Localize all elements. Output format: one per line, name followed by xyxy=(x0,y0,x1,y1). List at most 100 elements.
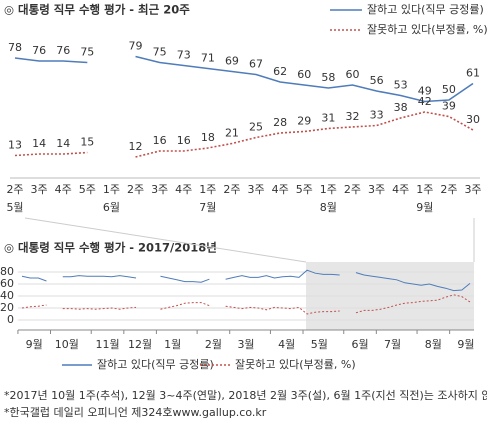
data-label: 38 xyxy=(394,101,408,114)
x-tick-label: 4주 xyxy=(272,183,289,196)
x-tick-label: 5주 xyxy=(296,183,313,196)
data-label: 12 xyxy=(129,140,143,153)
data-label: 16 xyxy=(153,134,167,147)
x-group-label: 9월 xyxy=(416,201,433,214)
data-line xyxy=(355,294,471,314)
x-tick-label: 11월 xyxy=(95,338,119,351)
x-tick-label: 2주 xyxy=(344,183,361,196)
y-tick-label: 40 xyxy=(0,289,14,302)
data-label: 49 xyxy=(418,85,432,98)
data-label: 50 xyxy=(442,83,456,96)
data-label: 76 xyxy=(32,44,46,57)
data-line xyxy=(21,275,47,282)
x-tick-label: 3주 xyxy=(368,183,385,196)
x-tick-label: 1주 xyxy=(103,183,120,196)
x-tick-label: 2월 xyxy=(205,338,222,351)
x-tick-label: 3주 xyxy=(464,183,481,196)
legend-label: 잘하고 있다(직무 긍정률) xyxy=(97,357,214,371)
data-label: 58 xyxy=(321,71,335,84)
x-tick-label: 3월 xyxy=(237,338,254,351)
data-label: 75 xyxy=(80,46,94,59)
data-label: 76 xyxy=(56,44,70,57)
y-tick-label: 0 xyxy=(7,313,14,326)
data-label: 32 xyxy=(345,110,359,123)
x-group-label: 6월 xyxy=(103,201,120,214)
data-line xyxy=(21,304,47,309)
data-label: 60 xyxy=(345,68,359,81)
x-tick-label: 10월 xyxy=(55,338,79,351)
x-tick-label: 6월 xyxy=(351,338,368,351)
footnote: *한국갤럽 데일리 오피니언 제324호www.gallup.co.kr xyxy=(4,405,267,419)
x-tick-label: 1주 xyxy=(199,183,216,196)
y-tick-label: 80 xyxy=(0,265,14,278)
x-tick-label: 7월 xyxy=(384,338,401,351)
data-label: 67 xyxy=(249,58,263,71)
data-line xyxy=(160,275,210,283)
x-tick-label: 2주 xyxy=(440,183,457,196)
data-label: 28 xyxy=(273,116,287,129)
data-line xyxy=(62,306,137,310)
data-line xyxy=(135,111,474,158)
footnote: *2017년 10월 1주(추석), 12월 3~4주(연말), 2018년 2… xyxy=(4,388,487,402)
data-line xyxy=(160,302,210,310)
data-line xyxy=(225,305,340,315)
legend-label: 잘못하고 있다(부정률, %) xyxy=(367,22,487,36)
data-label: 79 xyxy=(129,40,143,53)
data-line xyxy=(135,55,474,103)
data-line xyxy=(355,272,471,292)
data-label: 60 xyxy=(297,68,311,81)
data-label: 30 xyxy=(466,113,480,126)
y-tick-label: 60 xyxy=(0,277,14,290)
data-label: 39 xyxy=(442,100,456,113)
data-label: 78 xyxy=(8,41,22,54)
x-tick-label: 12월 xyxy=(128,338,152,351)
data-label: 56 xyxy=(370,74,384,87)
x-tick-label: 4주 xyxy=(392,183,409,196)
x-tick-label: 8월 xyxy=(425,338,442,351)
x-tick-label: 2주 xyxy=(6,183,23,196)
data-label: 14 xyxy=(32,137,46,150)
x-tick-label: 5월 xyxy=(311,338,328,351)
data-label: 42 xyxy=(418,95,432,108)
data-label: 15 xyxy=(80,136,94,149)
x-tick-label: 4주 xyxy=(55,183,72,196)
data-label: 75 xyxy=(153,46,167,59)
x-tick-label: 5주 xyxy=(79,183,96,196)
data-label: 29 xyxy=(297,115,311,128)
data-label: 62 xyxy=(273,65,287,78)
data-label: 31 xyxy=(321,112,335,125)
x-group-label: 7월 xyxy=(199,201,216,214)
x-tick-label: 1주 xyxy=(416,183,433,196)
data-line xyxy=(62,275,137,279)
x-tick-label: 4주 xyxy=(175,183,192,196)
legend-label: 잘하고 있다(직무 긍정률) xyxy=(367,2,484,16)
x-tick-label: 9월 xyxy=(26,338,43,351)
x-tick-label: 1주 xyxy=(320,183,337,196)
data-label: 18 xyxy=(201,131,215,144)
data-label: 16 xyxy=(177,134,191,147)
data-label: 25 xyxy=(249,121,263,134)
data-label: 13 xyxy=(8,139,22,152)
x-group-label: 5월 xyxy=(6,201,23,214)
data-label: 21 xyxy=(225,127,239,140)
x-tick-label: 2주 xyxy=(223,183,240,196)
connector xyxy=(24,217,307,263)
data-label: 14 xyxy=(56,137,70,150)
chart-title: ◎ 대통령 직무 수행 평가 - 최근 20주 xyxy=(4,3,190,17)
x-group-label: 8월 xyxy=(320,201,337,214)
data-label: 53 xyxy=(394,79,408,92)
data-label: 69 xyxy=(225,55,239,68)
y-tick-label: 20 xyxy=(0,301,14,314)
x-tick-label: 2주 xyxy=(127,183,144,196)
legend-label: 잘못하고 있다(부정률, %) xyxy=(235,357,356,371)
data-label: 33 xyxy=(370,109,384,122)
data-label: 71 xyxy=(201,52,215,65)
data-label: 61 xyxy=(466,67,480,80)
x-tick-label: 4월 xyxy=(278,338,295,351)
x-tick-label: 1월 xyxy=(164,338,181,351)
x-tick-label: 3주 xyxy=(247,183,264,196)
data-line xyxy=(225,269,340,280)
x-tick-label: 9월 xyxy=(457,338,474,351)
data-label: 73 xyxy=(177,49,191,62)
